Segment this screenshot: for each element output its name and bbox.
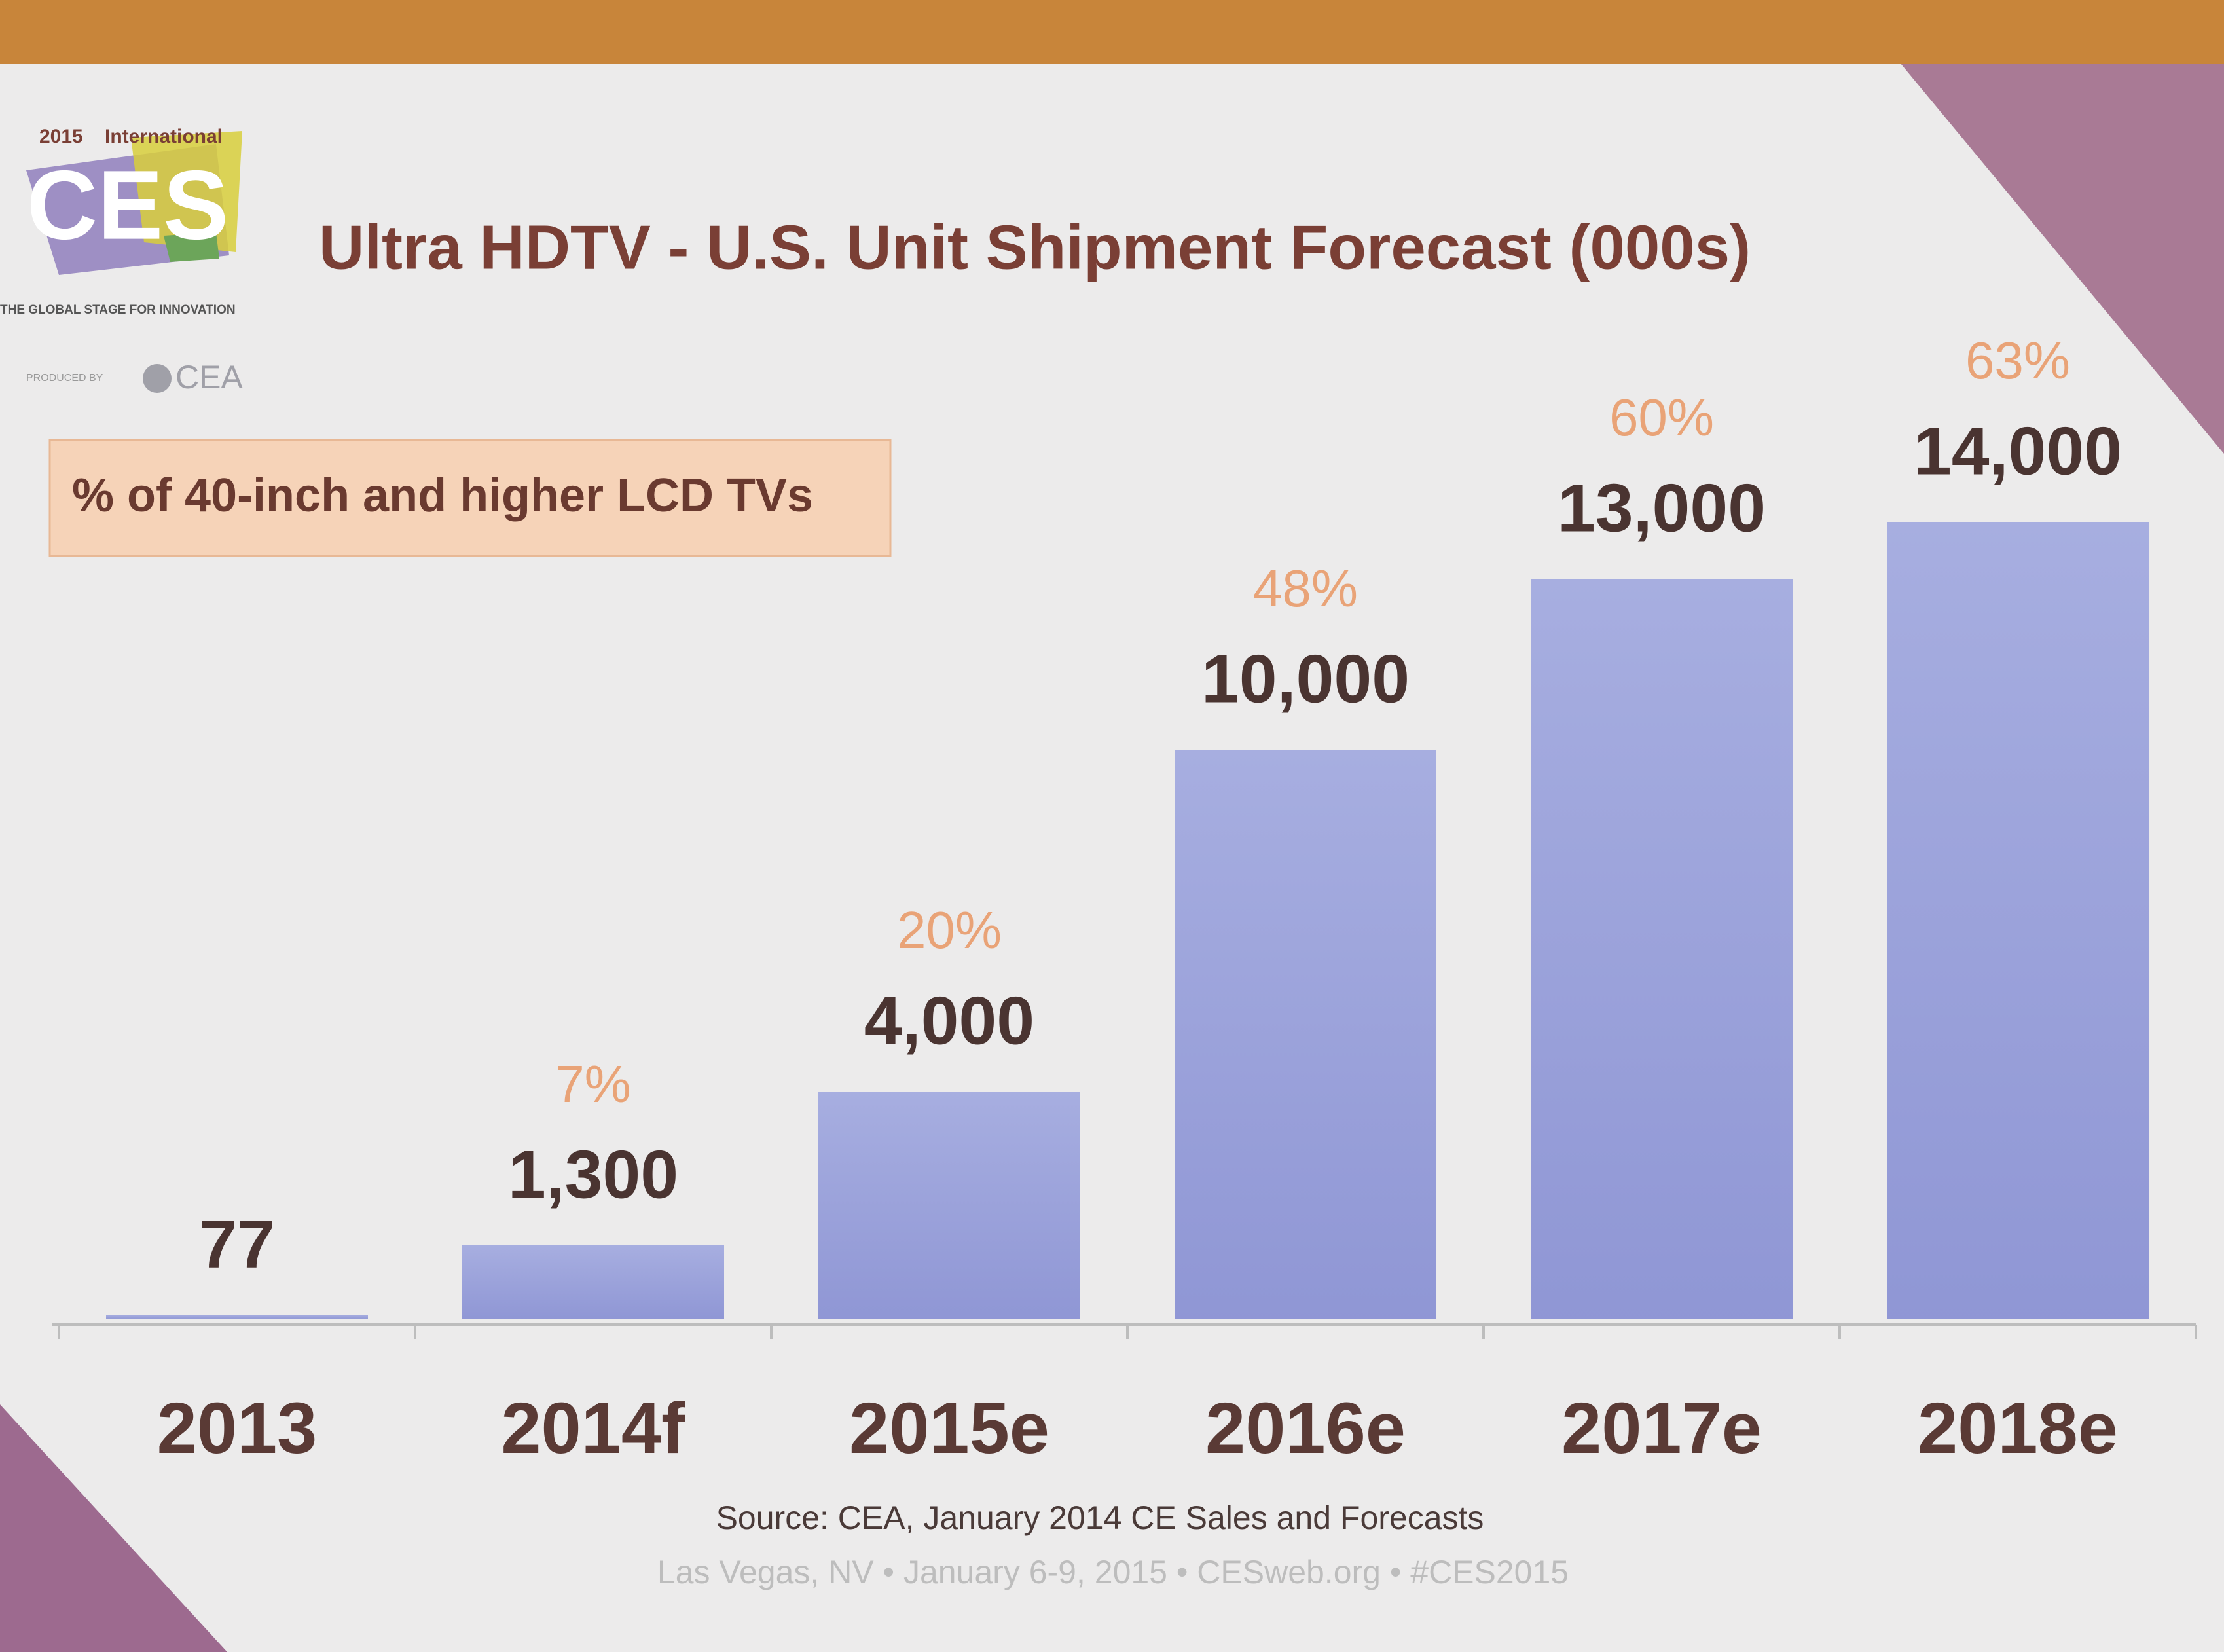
value-label: 77	[199, 1207, 275, 1283]
bar-shade	[462, 1245, 724, 1319]
footer: Las Vegas, NV • January 6-9, 2015 • CESw…	[657, 1554, 1569, 1590]
logo-tagline: THE GLOBAL STAGE FOR INNOVATION	[0, 303, 236, 317]
value-label: 14,000	[1914, 413, 2122, 489]
logo: 2015 International CES THE GLOBAL STAGE …	[0, 126, 243, 395]
percent-label: 7%	[555, 1055, 631, 1113]
x-tick-label: 2013	[157, 1388, 318, 1469]
bar-shade	[1531, 579, 1793, 1319]
logo-brand: CES	[27, 150, 228, 260]
x-tick-label: 2016e	[1205, 1388, 1406, 1469]
logo-icon	[143, 364, 172, 393]
logo-year: 2015	[39, 126, 83, 147]
value-label: 13,000	[1558, 470, 1766, 546]
x-tick-label: 2017e	[1561, 1388, 1762, 1469]
percent-label: 20%	[897, 901, 1002, 959]
percent-label: 63%	[1965, 331, 2070, 390]
logo-event: International	[105, 126, 223, 147]
x-tick-label: 2018e	[1918, 1388, 2118, 1469]
logo-shape	[164, 232, 219, 262]
percent-label: 48%	[1253, 559, 1358, 617]
top-band	[0, 0, 2224, 64]
corner-accent	[0, 1404, 227, 1652]
bar-shade	[106, 1315, 368, 1319]
x-tick-label: 2014f	[501, 1388, 685, 1469]
percent-label: 60%	[1609, 388, 1714, 447]
value-label: 1,300	[508, 1137, 678, 1213]
bar-shade	[1887, 522, 2149, 1319]
legend-label: % of 40-inch and higher LCD TVs	[72, 469, 813, 522]
x-tick-label: 2015e	[849, 1388, 1049, 1469]
logo-shape	[131, 131, 242, 252]
logo-producer-prefix: PRODUCED BY	[26, 373, 103, 384]
slide-background	[0, 64, 2224, 1652]
source: Source: CEA, January 2014 CE Sales and F…	[716, 1499, 1484, 1536]
bar-shade	[1175, 750, 1436, 1319]
corner-accent	[1901, 64, 2224, 454]
chart-title: Ultra HDTV - U.S. Unit Shipment Forecast…	[319, 212, 1751, 282]
logo-producer: CEA	[175, 359, 243, 395]
legend-box	[48, 439, 892, 557]
value-label: 10,000	[1201, 641, 1410, 717]
bar-shade	[818, 1092, 1080, 1319]
value-label: 4,000	[864, 983, 1034, 1059]
